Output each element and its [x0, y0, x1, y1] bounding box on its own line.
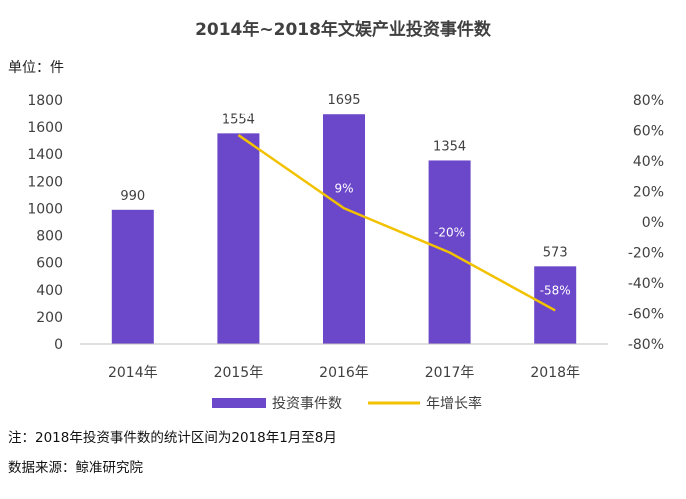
- bar: [111, 209, 154, 344]
- y-right-tick-label: 40%: [633, 154, 664, 170]
- growth-rate-label: -58%: [540, 283, 571, 297]
- y-left-tick-label: 1200: [27, 174, 63, 190]
- y-left-tick-label: 600: [36, 256, 63, 272]
- y-right-tick-label: -40%: [628, 276, 664, 292]
- x-tick-label: 2016年: [319, 365, 369, 381]
- y-right-tick-label: 80%: [633, 93, 664, 109]
- y-left-tick-label: 1000: [27, 201, 63, 217]
- y-left-tick-label: 200: [36, 310, 63, 326]
- footnote: 注：2018年投资事件数的统计区间为2018年1月至8月: [8, 430, 337, 446]
- plot-area: 0 200 400 600 800 1000 1200 1400 1600 1800 -80% -60…: [27, 93, 664, 381]
- legend-label-line: 年增长率: [426, 395, 482, 412]
- x-tick-label: 2017年: [425, 365, 475, 381]
- growth-rate-label: 9%: [334, 181, 353, 195]
- bar-value-label: 1554: [222, 112, 255, 127]
- growth-rate-label: -20%: [434, 226, 465, 240]
- data-source: 数据来源：鲸准研究院: [8, 460, 143, 476]
- legend-label-bar: 投资事件数: [272, 396, 342, 412]
- y-left-tick-label: 800: [36, 229, 63, 245]
- y-right-tick-label: 20%: [633, 185, 664, 201]
- bar-value-label: 990: [120, 189, 145, 204]
- bar: [217, 133, 260, 344]
- y-right-tick-label: -20%: [628, 246, 664, 262]
- legend-swatch-bar: [212, 398, 266, 408]
- bar-value-label: 573: [543, 245, 568, 260]
- y-left-tick-label: 1800: [27, 93, 63, 109]
- y-right-tick-label: 0%: [642, 215, 664, 231]
- bar: [534, 266, 577, 344]
- y-right-tick-label: 60%: [633, 124, 664, 140]
- y-left-tick-label: 1600: [27, 120, 63, 136]
- y-right-tick-label: -60%: [628, 307, 664, 323]
- x-tick-label: 2018年: [530, 365, 580, 381]
- bar-value-label: 1695: [327, 93, 360, 108]
- unit-label: 单位：件: [8, 60, 64, 76]
- y-left-tick-label: 400: [36, 283, 63, 299]
- legend: 投资事件数 年增长率: [212, 395, 482, 412]
- bar: [323, 114, 365, 344]
- growth-rate-line: [237, 134, 556, 312]
- y-left-tick-label: 1400: [27, 147, 63, 163]
- x-tick-label: 2014年: [108, 365, 158, 381]
- y-left-tick-label: 0: [54, 337, 63, 353]
- chart-title: 2014年~2018年文娱产业投资事件数: [195, 19, 492, 40]
- y-right-tick-label: -80%: [628, 337, 664, 353]
- bar-value-label: 1354: [433, 139, 466, 154]
- growth-rate-label: 57%: [225, 108, 252, 122]
- x-tick-label: 2015年: [214, 365, 264, 381]
